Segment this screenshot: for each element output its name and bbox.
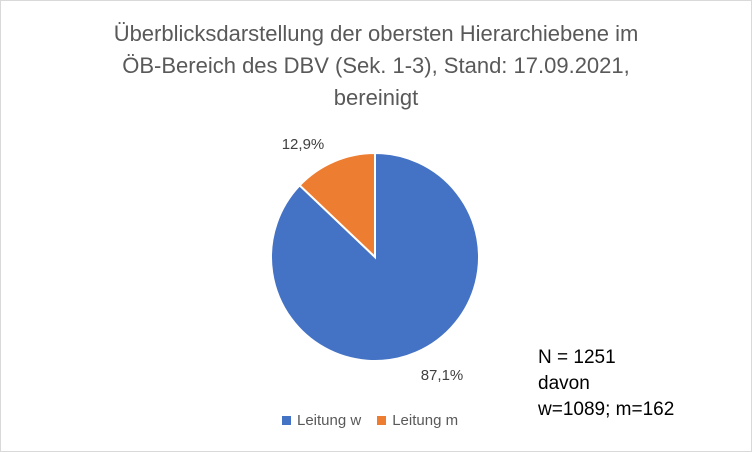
- legend-swatch-leitung-m: [377, 416, 387, 425]
- annotation-line-2: davon: [538, 373, 590, 394]
- legend-item-leitung-m[interactable]: Leitung m: [377, 412, 458, 429]
- chart-title-line-1: Überblicksdarstellung der obersten Hiera…: [113, 21, 639, 46]
- legend-item-leitung-w[interactable]: Leitung w: [282, 412, 361, 429]
- pie-slice-leitung-m[interactable]: [298, 151, 376, 260]
- data-label-leitung-m: 12,9%: [282, 136, 325, 153]
- chart-title-line-3: bereinigt: [333, 85, 419, 110]
- annotation-line-3: w=1089; m=162: [538, 399, 675, 420]
- sample-size-annotation: N = 1251 davon w=1089; m=162: [538, 345, 674, 423]
- chart-title: Überblicksdarstellung der obersten Hiera…: [0, 18, 752, 114]
- data-label-leitung-w: 87,1%: [421, 367, 464, 384]
- legend-swatch-leitung-w: [282, 416, 291, 425]
- legend-label-leitung-w: Leitung w: [297, 412, 362, 429]
- legend: Leitung w Leitung m: [282, 412, 474, 429]
- annotation-line-1: N = 1251: [538, 347, 616, 368]
- legend-label-leitung-m: Leitung m: [392, 412, 459, 429]
- chart-title-line-2: ÖB-Bereich des DBV (Sek. 1-3), Stand: 17…: [122, 53, 630, 78]
